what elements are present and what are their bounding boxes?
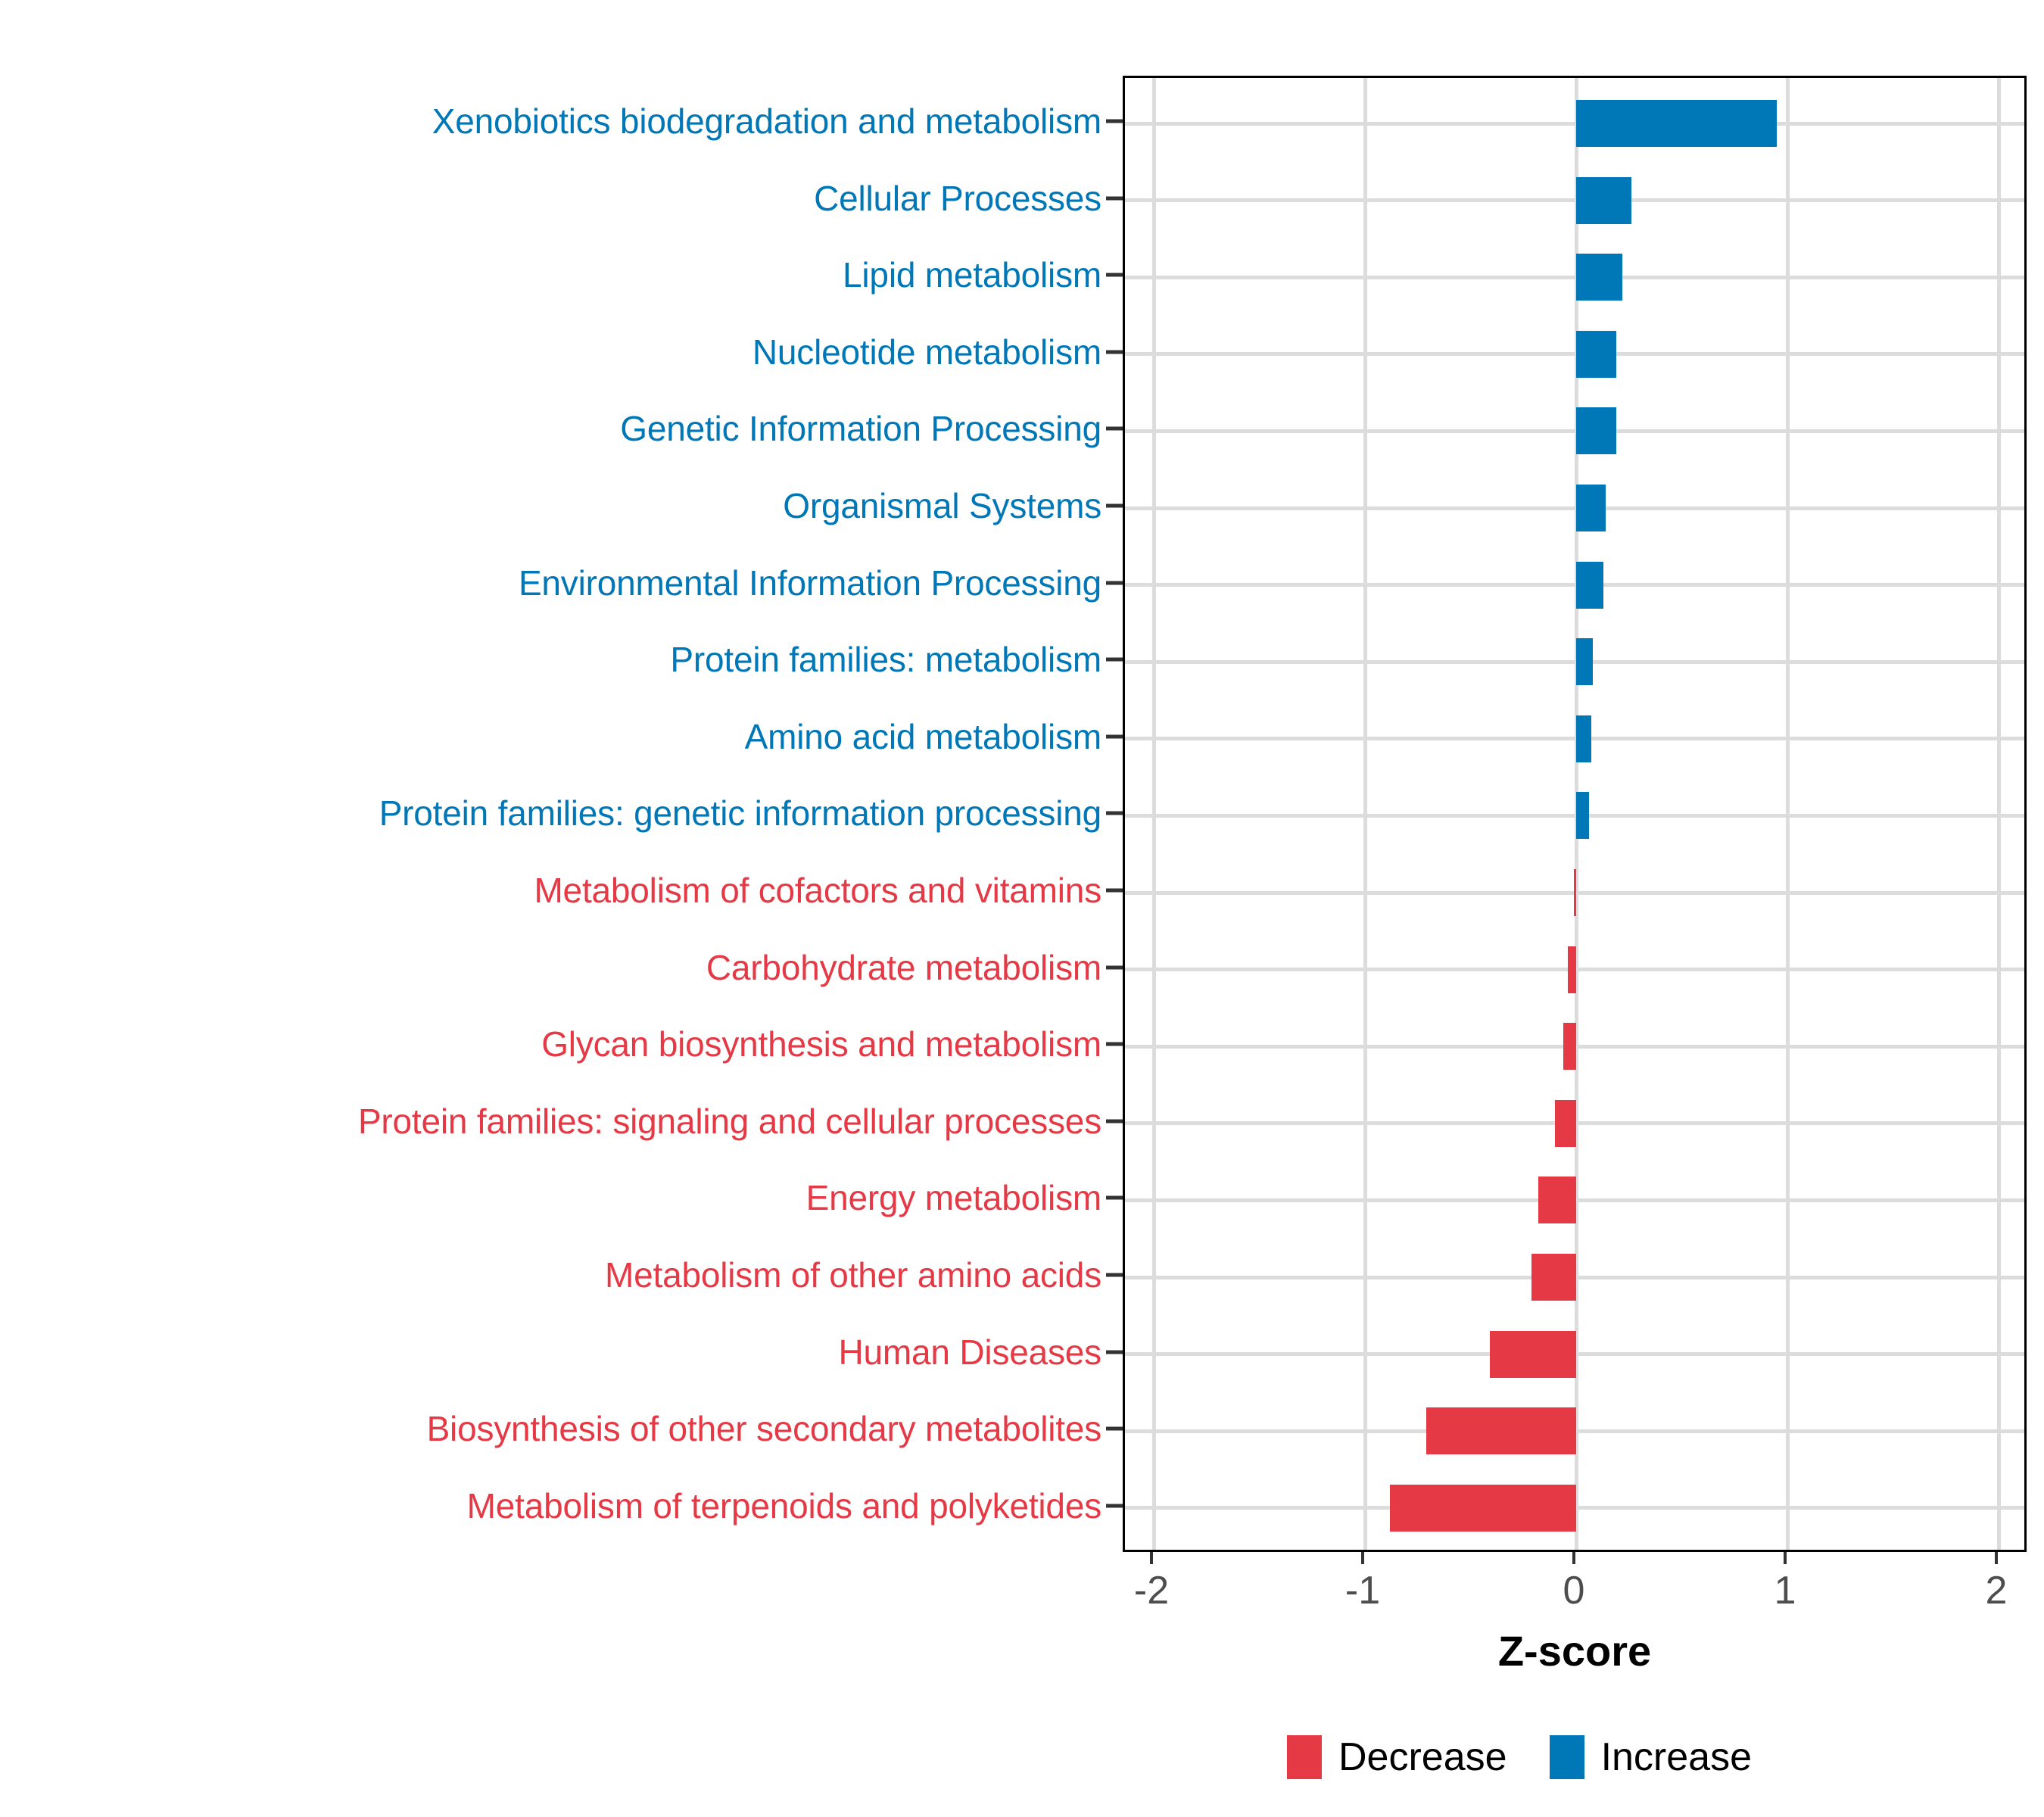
category-label: Metabolism of cofactors and vitamins [534, 871, 1101, 910]
x-tick-mark [1995, 1552, 1998, 1564]
x-tick-label: -2 [1133, 1569, 1170, 1613]
y-tick-mark [1106, 1119, 1123, 1124]
legend-swatch [1287, 1735, 1322, 1779]
bar [1426, 1407, 1576, 1455]
category-label: Genetic Information Processing [620, 409, 1101, 449]
legend-label: Decrease [1338, 1735, 1507, 1779]
x-axis-title: Z-score [1497, 1627, 1652, 1675]
bar [1576, 330, 1616, 378]
bar [1489, 1330, 1576, 1378]
bar [1576, 638, 1594, 686]
x-tick-label: -1 [1344, 1569, 1381, 1613]
category-label: Metabolism of other amino acids [605, 1255, 1101, 1295]
bar [1576, 254, 1623, 301]
y-tick-mark [1106, 1426, 1123, 1431]
gridline-horizontal [1125, 583, 2024, 587]
legend: Decrease Increase [1287, 1735, 1794, 1779]
category-label: Lipid metabolism [843, 255, 1101, 295]
plot-panel [1123, 76, 2027, 1552]
category-label: Human Diseases [838, 1332, 1102, 1372]
legend-label: Increase [1600, 1735, 1753, 1779]
bar [1576, 792, 1589, 840]
category-label: Biosynthesis of other secondary metaboli… [426, 1409, 1102, 1449]
gridline-horizontal [1125, 352, 2024, 357]
category-label: Protein families: metabolism [670, 640, 1101, 680]
category-label: Cellular Processes [814, 178, 1101, 218]
gridline-horizontal [1125, 198, 2024, 203]
bar [1538, 1177, 1576, 1224]
gridline-horizontal [1125, 659, 2024, 664]
y-tick-mark [1106, 888, 1123, 893]
legend-item[interactable]: Increase [1549, 1735, 1794, 1779]
x-tick-label: 0 [1563, 1569, 1585, 1613]
category-label: Metabolism of terpenoids and polyketides [466, 1485, 1102, 1526]
gridline-horizontal [1125, 275, 2024, 279]
category-label: Energy metabolism [805, 1178, 1102, 1218]
gridline-horizontal [1125, 506, 2024, 510]
category-label: Protein families: genetic information pr… [379, 793, 1102, 834]
y-tick-mark [1106, 581, 1123, 585]
category-label-column: Xenobiotics biodegradation and metabolis… [0, 76, 1101, 1552]
category-label: Glycan biosynthesis and metabolism [541, 1024, 1101, 1064]
y-tick-mark [1106, 1504, 1123, 1508]
y-tick-mark [1106, 734, 1123, 739]
legend-swatch [1549, 1735, 1584, 1779]
x-tick-label: 2 [1985, 1569, 2008, 1613]
y-tick-mark [1106, 811, 1123, 815]
bar [1567, 946, 1576, 993]
bar [1574, 869, 1576, 916]
bar [1576, 100, 1778, 147]
y-tick-mark [1106, 1195, 1123, 1200]
y-tick-mark [1106, 503, 1123, 508]
x-tick-mark [1150, 1552, 1153, 1564]
category-label: Amino acid metabolism [744, 716, 1102, 756]
x-tick-mark [1361, 1552, 1364, 1564]
category-label: Xenobiotics biodegradation and metabolis… [432, 101, 1101, 141]
bar [1390, 1484, 1576, 1532]
bar [1576, 485, 1606, 531]
x-tick-mark [1572, 1552, 1575, 1564]
bar [1576, 715, 1591, 762]
category-label: Carbohydrate metabolism [706, 947, 1101, 987]
category-label: Nucleotide metabolism [752, 332, 1101, 372]
legend-item[interactable]: Decrease [1287, 1735, 1550, 1779]
gridline-horizontal [1125, 121, 2024, 126]
bar [1531, 1254, 1576, 1301]
y-tick-mark [1106, 196, 1123, 201]
bar [1563, 1023, 1576, 1071]
y-tick-mark [1106, 1350, 1123, 1354]
x-tick-label: 1 [1774, 1569, 1796, 1613]
x-tick-mark [1784, 1552, 1787, 1564]
bar [1576, 561, 1604, 609]
y-tick-mark [1106, 350, 1123, 354]
y-tick-mark [1106, 1042, 1123, 1046]
gridline-horizontal [1125, 737, 2024, 741]
category-label: Protein families: signaling and cellular… [357, 1101, 1101, 1141]
bar [1555, 1099, 1576, 1147]
y-tick-mark [1106, 657, 1123, 662]
bar [1576, 407, 1616, 455]
gridline-horizontal [1125, 429, 2024, 433]
gridline-horizontal [1125, 813, 2024, 818]
y-tick-mark [1106, 119, 1123, 123]
bar [1576, 176, 1631, 224]
y-tick-mark [1106, 1273, 1123, 1277]
category-label: Environmental Information Processing [518, 563, 1101, 603]
category-label: Organismal Systems [783, 486, 1101, 525]
y-tick-mark [1106, 426, 1123, 431]
y-tick-mark [1106, 273, 1123, 277]
y-tick-mark [1106, 965, 1123, 970]
